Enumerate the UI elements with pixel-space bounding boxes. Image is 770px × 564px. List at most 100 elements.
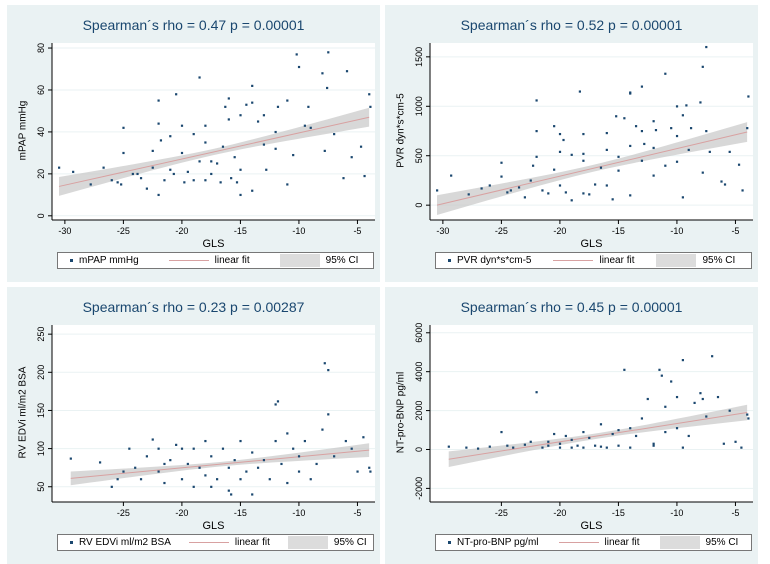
data-point bbox=[350, 156, 353, 159]
data-point bbox=[151, 149, 154, 152]
data-point bbox=[582, 132, 585, 136]
data-point bbox=[570, 446, 573, 449]
data-point bbox=[670, 380, 673, 383]
y-tick-label: 250 bbox=[36, 327, 46, 342]
data-point bbox=[588, 436, 591, 440]
data-point bbox=[740, 446, 743, 449]
data-point bbox=[157, 447, 160, 450]
data-point bbox=[541, 189, 544, 192]
data-point bbox=[570, 153, 573, 156]
legend-item-ci: 95% CI bbox=[287, 536, 367, 549]
x-tick-label: -15 bbox=[612, 508, 625, 518]
x-tick-label: -20 bbox=[553, 226, 566, 236]
data-point bbox=[204, 474, 207, 477]
data-point bbox=[623, 117, 626, 120]
data-point bbox=[658, 368, 661, 371]
data-point bbox=[617, 169, 620, 172]
data-point bbox=[643, 142, 646, 146]
data-point bbox=[286, 481, 289, 485]
data-point bbox=[280, 462, 283, 466]
x-tick-label: -15 bbox=[234, 226, 247, 236]
data-point bbox=[210, 160, 213, 163]
x-tick-label: -5 bbox=[731, 226, 739, 236]
data-point bbox=[345, 70, 349, 73]
data-point bbox=[131, 172, 134, 176]
legend-item-fit: linear fit bbox=[188, 537, 270, 548]
data-point bbox=[256, 466, 260, 469]
data-point bbox=[98, 461, 102, 464]
ci-band-icon bbox=[287, 536, 328, 549]
data-point bbox=[262, 143, 266, 146]
data-point bbox=[303, 439, 306, 443]
data-point bbox=[652, 442, 655, 445]
data-point bbox=[705, 130, 708, 133]
data-point bbox=[163, 481, 166, 485]
data-point bbox=[611, 432, 614, 436]
data-point bbox=[500, 175, 503, 178]
data-point bbox=[582, 446, 585, 449]
data-point bbox=[245, 470, 248, 473]
data-point bbox=[535, 155, 538, 158]
data-point bbox=[221, 447, 225, 450]
data-point bbox=[122, 151, 125, 155]
y-tick-label: 150 bbox=[36, 403, 46, 418]
legend-label: 95% CI bbox=[702, 255, 736, 266]
fit-line-icon bbox=[553, 260, 594, 261]
data-point bbox=[558, 150, 562, 153]
data-point bbox=[708, 150, 711, 153]
data-point bbox=[570, 199, 573, 202]
data-point bbox=[344, 439, 347, 443]
plot-svg: -2000 0 2000 4000 6000 -25 -20 -15 -10 -5 bbox=[414, 323, 753, 518]
legend-item-fit: linear fit bbox=[168, 255, 250, 266]
data-point bbox=[506, 191, 509, 194]
x-tick-label: -20 bbox=[175, 226, 188, 236]
data-point bbox=[368, 93, 371, 96]
data-point bbox=[216, 478, 219, 481]
data-point bbox=[687, 434, 690, 438]
data-point bbox=[292, 447, 295, 450]
data-point bbox=[582, 192, 585, 195]
ci-band-icon bbox=[659, 536, 700, 549]
legend-label: NT-pro-BNP pg/ml bbox=[457, 537, 539, 548]
data-point bbox=[640, 159, 644, 162]
legend-label: PVR dyn*s*cm-5 bbox=[457, 255, 532, 266]
data-point bbox=[720, 180, 723, 183]
data-point bbox=[239, 114, 242, 117]
legend-label: linear fit bbox=[599, 255, 635, 266]
data-point bbox=[186, 462, 189, 466]
data-point bbox=[315, 462, 318, 466]
data-point bbox=[251, 189, 254, 192]
data-point bbox=[699, 101, 702, 104]
legend-label: 95% CI bbox=[333, 537, 367, 548]
y-tick-label: 80 bbox=[36, 43, 46, 53]
data-point bbox=[136, 172, 139, 176]
legend-label: linear fit bbox=[234, 537, 270, 548]
data-point bbox=[333, 455, 336, 458]
data-point bbox=[699, 392, 702, 395]
data-point bbox=[675, 395, 679, 399]
y-tick-label: 6000 bbox=[414, 323, 424, 343]
panel-mpap: 0 20 40 60 80 -30 -25 -20 -15 -10 -5 Spearman´s rh… bbox=[7, 5, 380, 282]
data-point bbox=[488, 184, 491, 187]
data-point bbox=[323, 149, 326, 152]
data-point bbox=[72, 170, 75, 173]
data-point bbox=[69, 457, 72, 460]
data-point bbox=[274, 403, 277, 406]
data-point bbox=[102, 166, 105, 169]
data-point bbox=[701, 171, 704, 174]
data-point bbox=[582, 152, 585, 155]
x-tick-label: -10 bbox=[670, 508, 683, 518]
y-tick-label: 2000 bbox=[414, 401, 424, 421]
data-point bbox=[297, 470, 301, 473]
data-point bbox=[664, 430, 667, 434]
data-point bbox=[523, 196, 526, 199]
point-marker-icon bbox=[70, 541, 73, 544]
point-marker-icon bbox=[70, 259, 73, 262]
plot-svg: 0 500 1000 1500 -30 -25 -20 -15 -10 -5 bbox=[414, 43, 753, 236]
data-point bbox=[629, 194, 632, 197]
y-tick-label: 0 bbox=[36, 213, 46, 218]
legend-item-ci: 95% CI bbox=[279, 254, 358, 267]
data-point bbox=[362, 436, 365, 439]
data-point bbox=[245, 103, 248, 106]
